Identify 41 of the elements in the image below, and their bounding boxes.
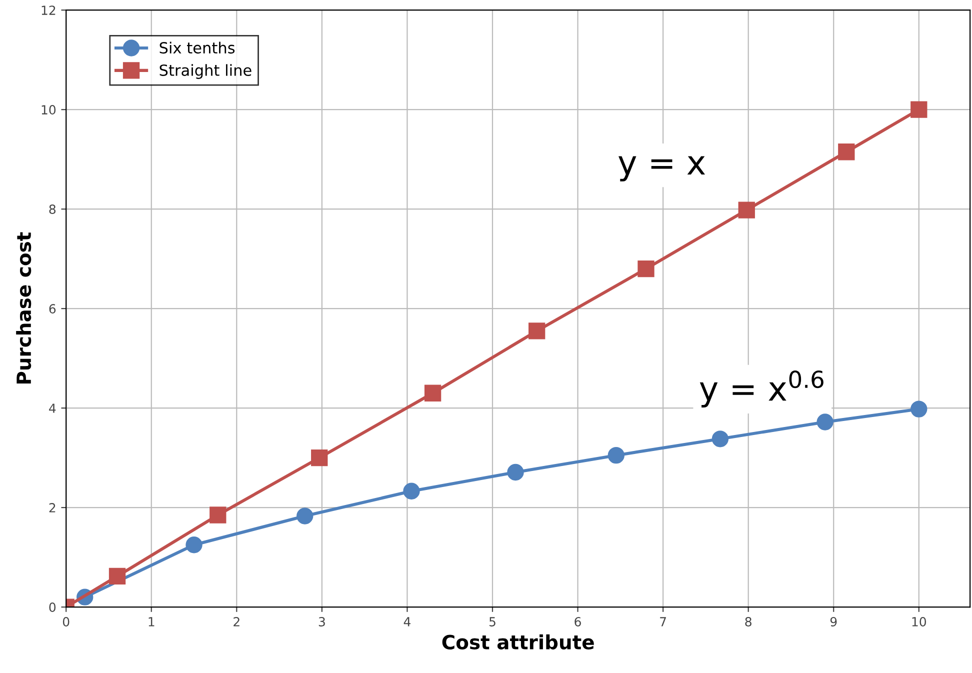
x-tick-label: 10 bbox=[912, 616, 926, 626]
x-tick-label: 9 bbox=[830, 616, 837, 626]
point bbox=[424, 384, 442, 402]
x-axis-title: Cost attribute bbox=[442, 634, 594, 650]
x-tick-label: 7 bbox=[660, 617, 666, 626]
y-tick-label: 0 bbox=[49, 602, 56, 612]
y-tick-label: 2 bbox=[49, 503, 56, 512]
x-tick-label: 6 bbox=[574, 616, 581, 626]
point bbox=[528, 322, 546, 340]
point bbox=[910, 400, 928, 418]
x-tick-label: 3 bbox=[318, 616, 325, 626]
point bbox=[108, 568, 126, 585]
y-tick-label: 8 bbox=[49, 204, 56, 214]
point bbox=[296, 508, 314, 524]
point bbox=[507, 464, 524, 481]
x-tick-label: 2 bbox=[234, 616, 240, 626]
x-tick-label: 5 bbox=[489, 617, 496, 626]
legend-label: Straight line bbox=[160, 64, 252, 79]
y-axis-title: Purchase cost bbox=[16, 232, 32, 384]
x-tick-label: 0 bbox=[62, 616, 70, 626]
annotation: y = x$^{0.6}$ bbox=[700, 370, 824, 408]
point bbox=[910, 101, 928, 118]
point bbox=[816, 414, 834, 430]
x-tick-label: 1 bbox=[148, 617, 154, 626]
point bbox=[712, 430, 729, 448]
annotation: y = x bbox=[618, 156, 705, 182]
y-tick-label: 12 bbox=[42, 6, 56, 15]
point bbox=[403, 482, 420, 500]
y-tick-label: 10 bbox=[42, 105, 56, 115]
point bbox=[838, 144, 855, 160]
x-tick-label: 4 bbox=[404, 617, 410, 626]
point bbox=[210, 506, 226, 524]
point bbox=[638, 260, 654, 278]
point bbox=[186, 536, 202, 554]
y-tick-label: 4 bbox=[49, 404, 56, 413]
point bbox=[311, 449, 328, 466]
legend-label: Six tenths bbox=[160, 42, 235, 54]
point bbox=[608, 446, 624, 464]
y-tick-label: 6 bbox=[49, 304, 56, 314]
x-tick-label: 8 bbox=[745, 616, 752, 626]
point bbox=[738, 202, 755, 218]
